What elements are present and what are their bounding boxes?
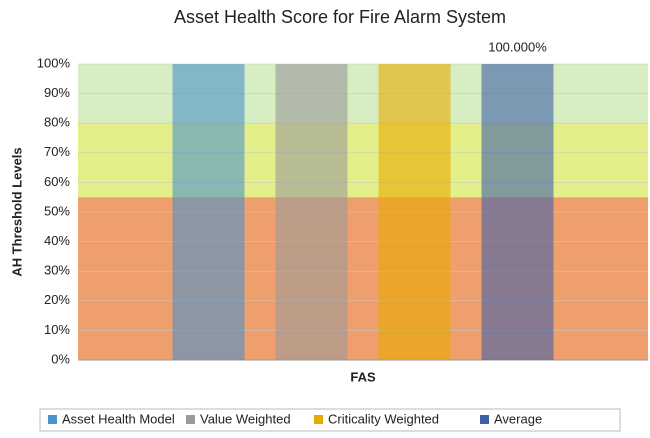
y-tick-label: 90% <box>44 85 70 100</box>
chart-title: Asset Health Score for Fire Alarm System <box>174 7 506 27</box>
legend-swatch <box>186 415 195 424</box>
bar <box>172 64 245 360</box>
bar <box>275 64 348 360</box>
legend-swatch <box>48 415 57 424</box>
y-tick-label: 60% <box>44 174 70 189</box>
y-tick-label: 100% <box>37 55 71 70</box>
legend-label: Average <box>494 411 542 426</box>
threshold-band <box>78 123 648 198</box>
legend-swatch <box>480 415 489 424</box>
bar <box>481 64 554 360</box>
x-tick-label: FAS <box>350 369 376 384</box>
data-label: 100.000% <box>488 39 547 54</box>
threshold-band <box>78 197 648 360</box>
legend-box <box>39 408 621 432</box>
y-tick-label: 10% <box>44 322 70 337</box>
y-tick-label: 30% <box>44 263 70 278</box>
y-tick-label: 80% <box>44 115 70 130</box>
legend-label: Value Weighted <box>200 411 291 426</box>
y-tick-label: 0% <box>51 351 70 366</box>
y-tick-label: 50% <box>44 203 70 218</box>
legend-label: Criticality Weighted <box>328 411 439 426</box>
legend-label: Asset Health Model <box>62 411 175 426</box>
y-tick-label: 20% <box>44 292 70 307</box>
y-tick-label: 40% <box>44 233 70 248</box>
bar <box>378 64 451 360</box>
y-tick-label: 70% <box>44 144 70 159</box>
y-axis-title: AH Threshold Levels <box>9 147 24 276</box>
legend-swatch <box>314 415 323 424</box>
